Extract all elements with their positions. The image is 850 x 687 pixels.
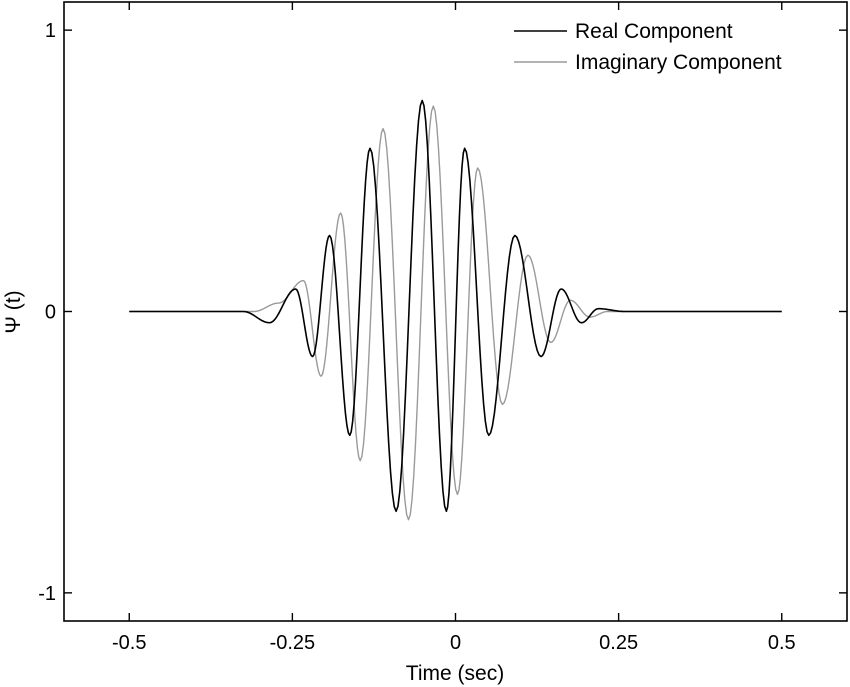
legend-label-real: Real Component [575, 20, 733, 43]
legend: Real Component Imaginary Component [514, 20, 782, 74]
x-tick-label: 0 [450, 632, 461, 654]
x-tick-label: 0.5 [768, 632, 796, 654]
y-axis-title: Ψ (t) [2, 290, 25, 333]
legend-label-imaginary: Imaginary Component [575, 51, 782, 74]
x-tick-label: 0.25 [599, 632, 638, 654]
y-tick-label: 1 [45, 20, 56, 42]
y-tick-label: -1 [38, 583, 56, 605]
x-axis-title: Time (sec) [406, 662, 504, 685]
series-line-real [129, 99, 782, 513]
series-layer [129, 99, 782, 521]
x-tick-label: -0.25 [270, 632, 316, 654]
ticks: -0.5 -0.25 0 0.25 0.5 -1 0 1 [38, 2, 847, 654]
x-tick-label: -0.5 [112, 632, 146, 654]
y-tick-label: 0 [45, 302, 56, 324]
series-line-imaginary [129, 105, 782, 521]
